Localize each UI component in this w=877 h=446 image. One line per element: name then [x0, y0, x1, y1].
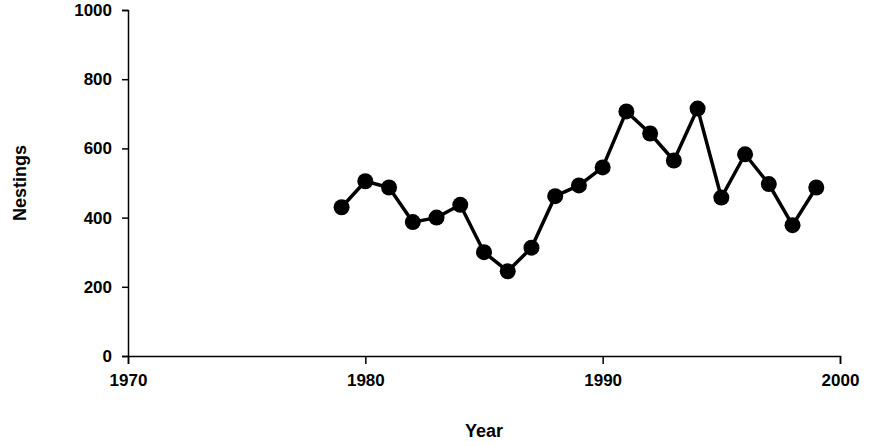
x-tick-label: 1970 — [110, 371, 148, 390]
y-tick: 0 — [103, 347, 128, 366]
y-tick-mark — [122, 148, 128, 150]
data-point — [737, 146, 753, 162]
data-point — [334, 199, 350, 215]
x-tick-mark — [840, 356, 842, 364]
x-tick: 2000 — [822, 356, 860, 390]
y-tick: 200 — [84, 278, 128, 297]
y-tick-label: 600 — [84, 139, 112, 158]
plot-area — [334, 101, 825, 280]
y-tick-mark — [122, 287, 128, 289]
data-point — [713, 190, 729, 206]
y-tick-mark — [122, 217, 128, 219]
y-axis-line — [122, 11, 129, 357]
y-tick-label: 1000 — [74, 1, 112, 20]
data-point — [666, 153, 682, 169]
y-tick-label: 200 — [84, 278, 112, 297]
y-tick-mark — [122, 356, 128, 358]
chart: 1970 1980 1990 2000 0 200 400 600 800 1000 Year Nes… — [0, 0, 877, 446]
data-point — [571, 177, 587, 193]
data-point — [452, 197, 468, 213]
data-point — [500, 263, 516, 279]
y-tick: 400 — [84, 209, 128, 228]
data-line — [342, 109, 817, 272]
data-point — [523, 240, 539, 256]
y-tick-label: 800 — [84, 70, 112, 89]
y-tick: 1000 — [74, 1, 128, 20]
data-point — [381, 179, 397, 195]
data-point — [357, 173, 373, 189]
data-point — [595, 159, 611, 175]
y-tick-mark — [122, 79, 128, 81]
data-point — [785, 217, 801, 233]
data-point — [547, 188, 563, 204]
data-point — [405, 214, 421, 230]
data-point — [761, 176, 777, 192]
data-point — [690, 101, 706, 117]
data-point — [642, 126, 658, 142]
y-tick-mark — [122, 10, 128, 12]
y-axis: 0 200 400 600 800 1000 — [74, 1, 128, 366]
y-tick-label: 0 — [103, 347, 112, 366]
x-tick-label: 2000 — [822, 371, 860, 390]
x-axis-title: Year — [465, 421, 503, 441]
data-point — [429, 210, 445, 226]
data-point — [808, 179, 824, 195]
x-axis: 1970 1980 1990 2000 — [110, 356, 860, 390]
data-point — [476, 244, 492, 260]
x-tick: 1970 — [110, 356, 148, 390]
y-tick-label: 400 — [84, 209, 112, 228]
x-axis-line — [129, 357, 841, 365]
x-tick-mark — [602, 356, 604, 364]
x-tick-label: 1980 — [347, 371, 385, 390]
x-tick: 1980 — [347, 356, 385, 390]
y-tick: 800 — [84, 70, 128, 89]
x-tick-mark — [365, 356, 367, 364]
x-tick: 1990 — [584, 356, 622, 390]
y-axis-title: Nestings — [10, 145, 30, 221]
x-tick-label: 1990 — [584, 371, 622, 390]
data-point — [618, 103, 634, 119]
y-tick: 600 — [84, 139, 128, 158]
